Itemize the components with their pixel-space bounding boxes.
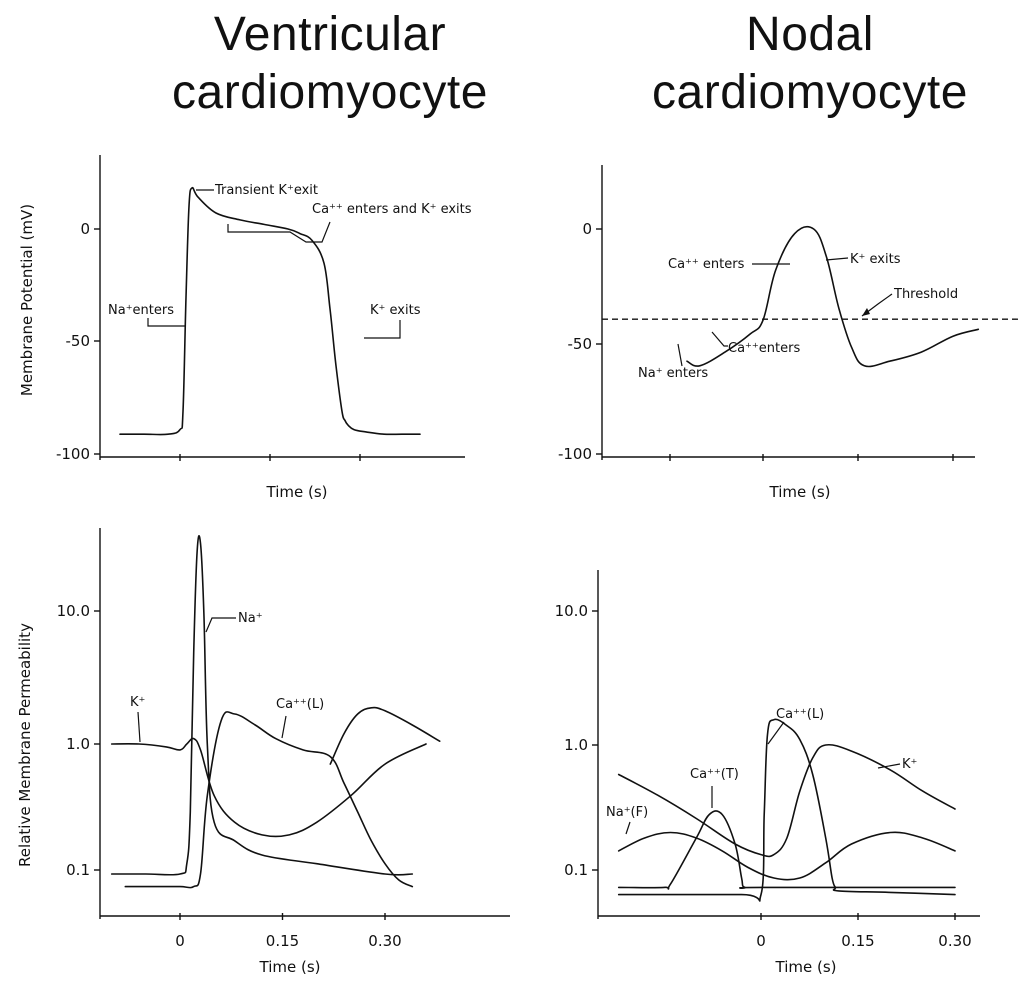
annotation-ca-enters-k-exits: Ca⁺⁺ enters and K⁺ exits — [312, 202, 472, 217]
y-tick-label: -50 — [568, 335, 593, 353]
y-tick-label: 0 — [80, 220, 90, 238]
label-k: K⁺ — [130, 695, 145, 710]
leader-line — [137, 711, 141, 743]
annotation-k-exits-nodal: K⁺ exits — [850, 252, 901, 267]
leader-line — [677, 343, 683, 367]
leader-line — [711, 331, 728, 347]
leader-line — [227, 221, 331, 243]
nodal-potential-panel: 0 -50 -100 Time (s) Ca⁺⁺ enters K⁺ exits Thres… — [558, 165, 1018, 501]
x-tick-label: 0.30 — [938, 932, 971, 950]
leader-line — [364, 320, 401, 339]
annotation-transient-k: Transient K⁺exit — [214, 183, 318, 198]
leader-line — [625, 821, 631, 835]
y-tick-label: -100 — [56, 445, 90, 463]
ventricular-potential-panel: 0 -50 -100 Time (s) Membrane Potential (mV) T… — [18, 155, 472, 501]
annotation-threshold: Threshold — [893, 287, 958, 302]
x-axis-title: Time (s) — [259, 958, 321, 976]
annotation-na-enters: Na⁺enters — [108, 303, 174, 318]
leader-line — [147, 318, 186, 327]
leader-line — [825, 257, 849, 261]
nodal-permeability-panel: 10.0 1.0 0.1 0 0.15 0.30 Time (s) K⁺ Ca⁺⁺(T) Ca⁺⁺… — [555, 570, 980, 976]
x-tick-label: 0.15 — [841, 932, 874, 950]
label-na: Na⁺ — [238, 611, 263, 626]
series-line — [329, 706, 441, 765]
series-line — [110, 535, 414, 876]
series-line — [617, 718, 956, 902]
series-line — [617, 831, 956, 881]
leader-line — [877, 763, 901, 769]
y-axis-title: Membrane Potential (mV) — [18, 204, 36, 396]
y-tick-label: 1.0 — [564, 736, 588, 754]
annotation-na-enters-nodal: Na⁺ enters — [638, 366, 708, 381]
label-na-f: Na⁺(F) — [606, 805, 648, 820]
label-ca-l-nodal: Ca⁺⁺(L) — [776, 707, 824, 722]
x-tick-label: 0.30 — [368, 932, 401, 950]
label-ca-l: Ca⁺⁺(L) — [276, 697, 324, 712]
ventricular-permeability-panel: 10.0 1.0 0.1 0 0.15 0.30 Time (s) Relative Memb… — [16, 528, 510, 976]
y-tick-label: 0.1 — [564, 861, 588, 879]
y-tick-label: 0 — [582, 220, 592, 238]
series-line — [686, 225, 980, 368]
series-line — [617, 743, 956, 858]
nodal-column-title: Nodal cardiomyocyte — [652, 8, 968, 119]
x-axis-title: Time (s) — [266, 483, 328, 501]
y-tick-label: 10.0 — [57, 602, 90, 620]
label-k-nodal: K⁺ — [902, 757, 917, 772]
annotation-ca-enters-diastolic: Ca⁺⁺enters — [728, 341, 800, 356]
y-tick-label: -50 — [66, 332, 91, 350]
leader-line — [205, 617, 236, 633]
ventricular-column-title: Ventricular cardiomyocyte — [172, 8, 488, 119]
annotation-k-exits: K⁺ exits — [370, 303, 421, 318]
leader-line — [767, 721, 785, 745]
x-axis-title: Time (s) — [775, 958, 837, 976]
series-line — [119, 186, 421, 436]
y-tick-label: 1.0 — [66, 735, 90, 753]
leader-line — [281, 715, 287, 739]
annotation-ca-enters-upstroke: Ca⁺⁺ enters — [668, 257, 745, 272]
x-tick-label: 0 — [175, 932, 185, 950]
y-tick-label: 10.0 — [555, 602, 588, 620]
series-line — [124, 710, 414, 889]
arrow-head — [862, 308, 870, 316]
label-ca-t: Ca⁺⁺(T) — [690, 767, 739, 782]
x-axis-title: Time (s) — [769, 483, 831, 501]
y-axis-title: Relative Membrane Permeability — [16, 623, 34, 867]
series-line — [110, 737, 427, 838]
x-tick-label: 0.15 — [266, 932, 299, 950]
y-tick-label: 0.1 — [66, 861, 90, 879]
x-tick-label: 0 — [756, 932, 766, 950]
series-line — [617, 810, 956, 890]
y-tick-label: -100 — [558, 445, 592, 463]
